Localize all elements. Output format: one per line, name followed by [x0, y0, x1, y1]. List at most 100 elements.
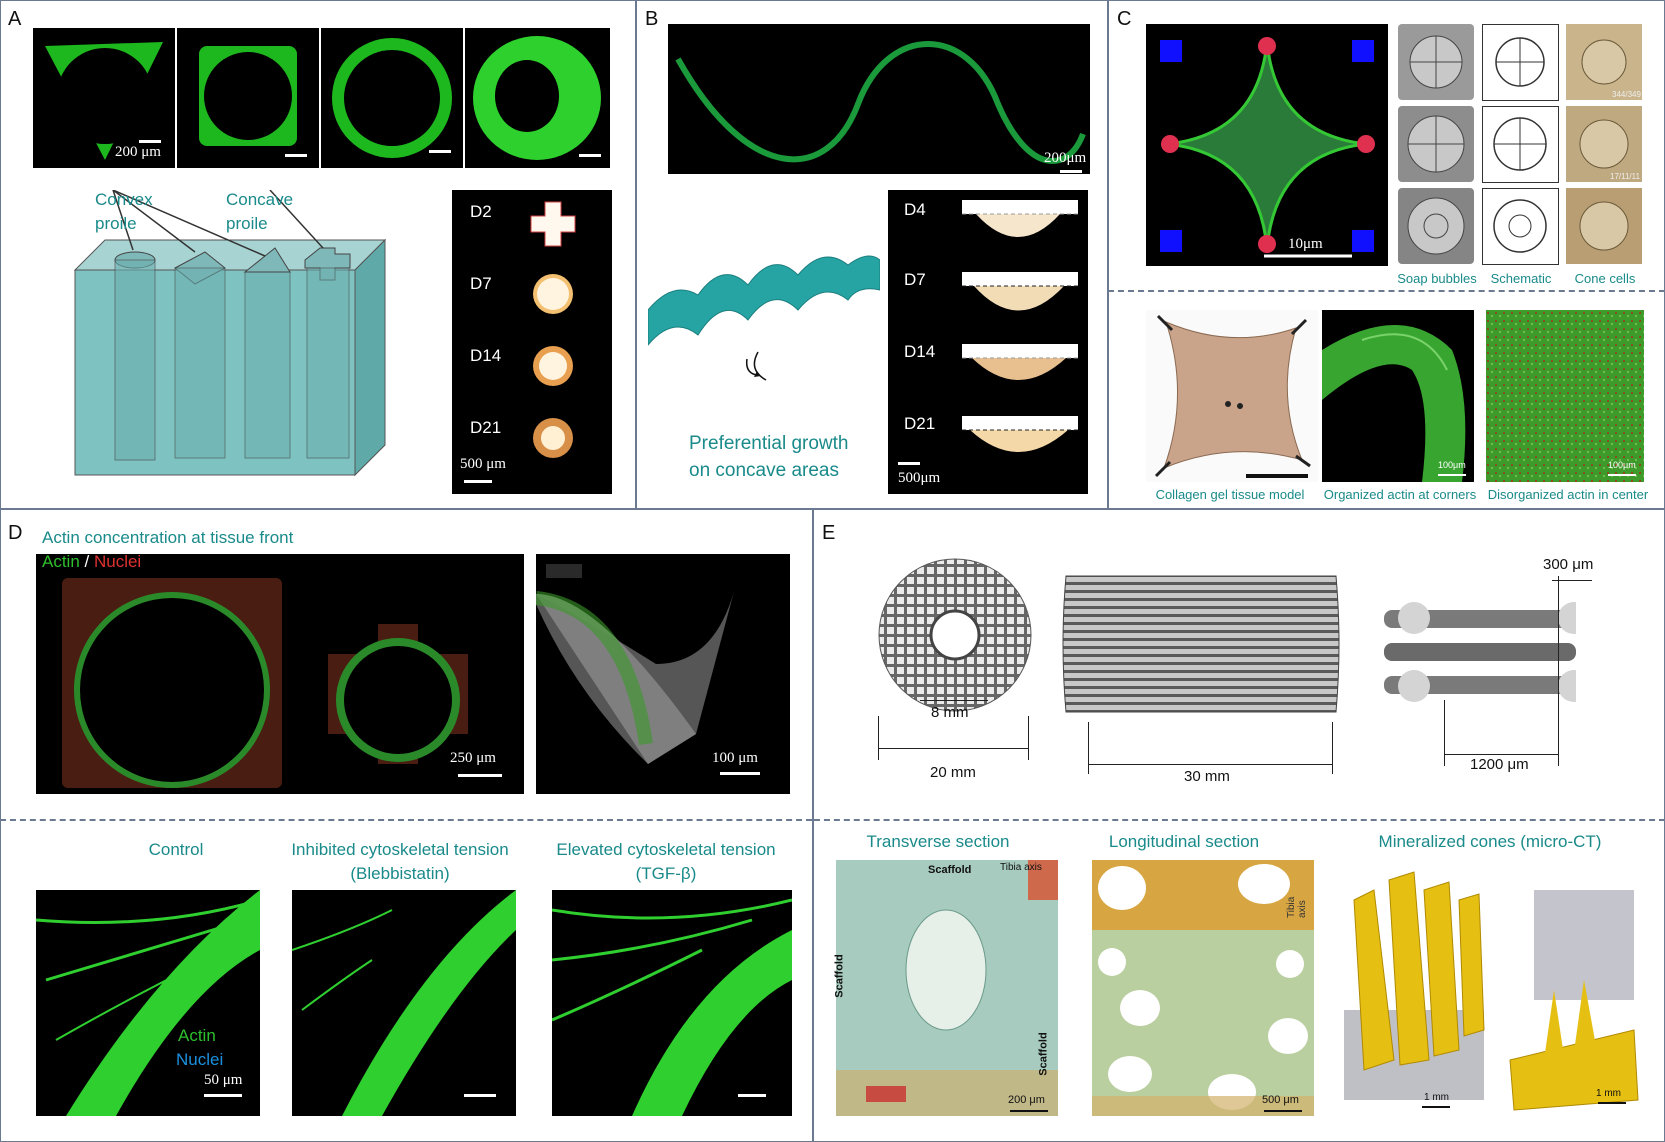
scalebar-label: 1 mm — [1424, 1092, 1449, 1103]
divider-bc — [1107, 0, 1109, 508]
ring-image-square — [177, 28, 319, 168]
grid-caption-soap: Soap bubbles — [1397, 271, 1477, 286]
scalebar — [1060, 170, 1082, 173]
panel-d-title: Actin concentration at tissue front — [42, 528, 294, 547]
dim-line — [1552, 580, 1592, 581]
scalebar — [458, 774, 502, 777]
scalebar-label: 100μm — [1438, 460, 1466, 470]
scalebar-label: 500 μm — [460, 456, 506, 472]
scalebar — [464, 1094, 496, 1097]
legend-nuclei: Nuclei — [93, 552, 142, 571]
grid-caption-schematic: Schematic — [1490, 271, 1552, 286]
corner-fluorescence-image: 100 μm — [535, 554, 790, 794]
condition-blebbistatin-title: Inhibited cytoskeletal tension — [291, 840, 509, 859]
scaffold-side-view — [1060, 566, 1342, 722]
control-actin-image: Actin Nuclei 50 μm — [35, 890, 261, 1116]
ring-image-triangle: 200 μm — [33, 28, 175, 168]
scalebar — [1438, 474, 1466, 476]
profile-growth-series: D4 D7 D14 D21 500μm — [888, 190, 1088, 494]
cross-growth-series: D2 D7 D14 D21 500 μm — [452, 190, 612, 494]
arrow-down — [745, 355, 765, 377]
scalebar-label: 1 mm — [1596, 1088, 1621, 1099]
day-label: D7 — [904, 270, 926, 289]
dim-tick — [1558, 576, 1559, 766]
microct-cones-render: 1 mm 1 mm — [1334, 860, 1644, 1116]
scalebar — [429, 150, 451, 153]
section-longitudinal-caption: Longitudinal section — [1108, 832, 1260, 851]
dim-tick — [1088, 722, 1089, 774]
dim-line — [1088, 764, 1332, 765]
growth-caption-line2: on concave areas — [689, 460, 839, 481]
condition-blebbistatin-subtitle: (Blebbistatin) — [350, 864, 450, 883]
dim-tick — [1332, 722, 1333, 774]
scalebar-label: 250 μm — [450, 750, 496, 766]
condition-control-title: Control — [148, 840, 204, 859]
ring-image-circle — [321, 28, 463, 168]
wavy-surface-drawing — [647, 240, 881, 390]
divider-row — [0, 508, 1665, 510]
divider-c-dashed — [1108, 290, 1665, 292]
scalebar — [579, 154, 601, 157]
frame-label: 344/349 — [1612, 90, 1641, 99]
scalebar — [1422, 1106, 1450, 1108]
caption-organized: Organized actin at corners — [1323, 487, 1477, 502]
legend-actin-bottom: Actin — [178, 1026, 216, 1045]
disorganized-actin-image: 100μm — [1486, 310, 1644, 482]
collagen-gel-image — [1146, 310, 1318, 482]
scalebar-label: 200μm — [1044, 150, 1087, 166]
scalebar-label: 200 μm — [115, 144, 161, 160]
condition-tgf-title: Elevated cytoskeletal tension — [556, 840, 776, 859]
day-label: D4 — [904, 200, 926, 219]
day-label: D21 — [470, 418, 502, 437]
dim-tick — [1444, 700, 1445, 766]
legend-actin: Actin — [42, 552, 80, 571]
legend-separator: / — [79, 552, 94, 571]
divider-ab — [635, 0, 637, 508]
concave-label: Concave proile — [226, 190, 294, 233]
growth-caption-line1: Preferential growth — [689, 433, 849, 454]
legend-actin-nuclei: Actin / Nuclei — [42, 552, 141, 572]
label-scaffold-left: Scaffold — [833, 954, 846, 998]
scalebar — [1264, 1110, 1302, 1112]
scaffold-strut-render — [1384, 598, 1590, 706]
scalebar — [204, 1094, 242, 1097]
tgf-actin-image — [551, 890, 793, 1116]
caption-collagen: Collagen gel tissue model — [1155, 487, 1305, 502]
cone-cells-column: 344/349 17/11/11 — [1566, 24, 1644, 266]
panel-label-e: E — [822, 522, 836, 544]
day-label: D14 — [904, 342, 936, 361]
label-scaffold-right: Scaffold — [1037, 1032, 1050, 1076]
scalebar — [1598, 1102, 1626, 1104]
panel-label-b: B — [645, 8, 659, 30]
scalebar-label: 500μm — [898, 470, 941, 486]
wave-image: 200μm — [668, 24, 1090, 174]
mold-3d-drawing — [55, 189, 405, 490]
panel-label-a: A — [8, 8, 22, 30]
blebbistatin-actin-image — [291, 890, 516, 1116]
dim-outer: 20 mm — [930, 764, 976, 781]
dim-tick — [1028, 716, 1029, 760]
dim-tick — [878, 716, 879, 760]
organized-actin-image: 100μm — [1322, 310, 1474, 482]
label-scaffold-top: Scaffold — [928, 864, 972, 876]
divider-e-dashed — [814, 819, 1665, 821]
scalebar — [898, 462, 920, 465]
panel-label-c: C — [1117, 8, 1132, 30]
scalebar — [285, 154, 307, 157]
longitudinal-section-image: Tibia axis 500 μm — [1092, 860, 1314, 1116]
frame-label: 17/11/11 — [1610, 172, 1640, 181]
section-transverse-caption: Transverse section — [866, 832, 1010, 851]
scalebar-label: 200 μm — [1008, 1094, 1045, 1106]
dim-line — [1444, 754, 1558, 755]
rings-fluorescence-image: Actin / Nuclei 250 μm — [36, 552, 524, 794]
scalebar-label: 10μm — [1288, 236, 1323, 252]
scalebar — [720, 772, 760, 775]
dim-line — [920, 700, 988, 701]
dim-line — [878, 748, 1028, 749]
scalebar-label: 100 μm — [712, 750, 758, 766]
dim-spacing: 1200 μm — [1470, 756, 1529, 773]
schematic-column — [1482, 24, 1560, 266]
dim-length: 30 mm — [1184, 768, 1230, 785]
label-tibia-axis: Tibia axis — [1286, 896, 1308, 918]
scalebar-label: 100μm — [1608, 460, 1636, 470]
